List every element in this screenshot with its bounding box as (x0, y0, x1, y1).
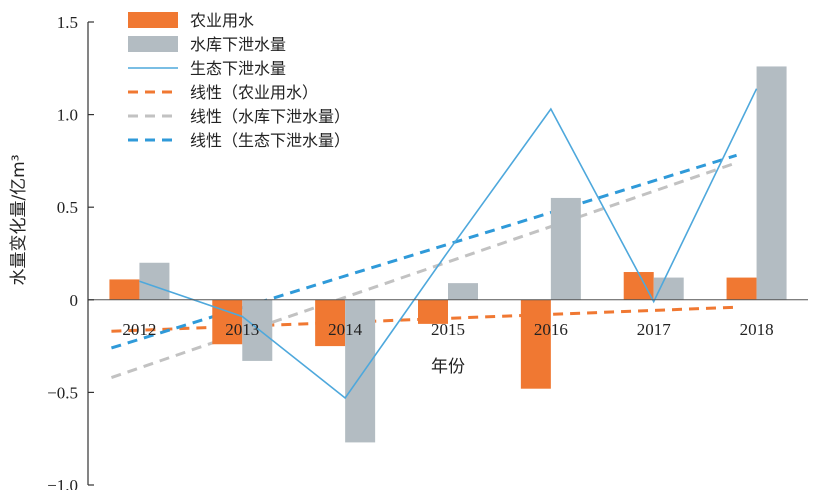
line-ecological (139, 88, 758, 400)
bars (109, 66, 787, 443)
x-tick-label: 2015 (431, 320, 465, 339)
legend-label-0: 农业用水 (190, 11, 254, 30)
bar-reservoir-2016 (550, 197, 581, 300)
y-axis-title: 水量变化量/亿m³ (9, 154, 29, 285)
bar-agri-2017 (623, 272, 654, 300)
legend-label-5: 线性（生态下泄水量） (190, 131, 350, 150)
bar-agri-2018 (726, 277, 757, 300)
y-tick-label: 1.0 (57, 106, 78, 125)
legend-label-4: 线性（水库下泄水量） (190, 107, 350, 126)
y-tick-label: −0.5 (47, 383, 78, 402)
bar-reservoir-2013 (242, 299, 273, 361)
trendlines (110, 153, 738, 380)
axes: −1.0 −0.5 0 0.5 1.0 1.5 2012 2013 2014 2015 2016 20… (9, 13, 808, 490)
x-tick-label: 2018 (740, 320, 774, 339)
legend-item-0: 农业用水 (128, 11, 254, 30)
bar-agri-2015 (418, 299, 448, 324)
x-axis-title: 年份 (431, 357, 465, 377)
x-tick-label: 2016 (534, 320, 568, 339)
legend-label-2: 生态下泄水量 (190, 59, 286, 78)
y-tick-label: 0 (70, 291, 79, 310)
bar-reservoir-2015 (448, 283, 478, 300)
bar-reservoir-2014 (345, 299, 376, 443)
bar-reservoir-2017 (653, 277, 684, 300)
bar-agri-2014 (315, 299, 346, 347)
legend-swatch-1 (128, 36, 178, 52)
bar-reservoir-2012 (139, 262, 170, 300)
legend-item-1: 水库下泄水量 (128, 35, 286, 54)
legend-label-3: 线性（农业用水） (190, 83, 318, 102)
x-tick-label: 2014 (328, 320, 363, 339)
x-tick-label: 2017 (637, 320, 672, 339)
bar-agri-2012 (109, 279, 140, 300)
legend-item-4: 线性（水库下泄水量） (128, 107, 350, 126)
bar-reservoir-2018 (756, 66, 787, 300)
legend-item-5: 线性（生态下泄水量） (128, 131, 350, 150)
x-tick-label: 2012 (122, 320, 156, 339)
line-series (139, 88, 758, 400)
legend-swatch-0 (128, 12, 178, 28)
y-tick-label: 1.5 (57, 13, 78, 32)
legend-item-2: 生态下泄水量 (128, 59, 286, 78)
bar-agri-2016 (520, 299, 551, 389)
trendline-1 (110, 161, 738, 380)
y-tick-label: −1.0 (47, 476, 78, 490)
x-tick-label: 2013 (225, 320, 259, 339)
legend-label-1: 水库下泄水量 (190, 35, 286, 54)
y-tick-label: 0.5 (57, 198, 78, 217)
legend-item-3: 线性（农业用水） (128, 83, 318, 102)
